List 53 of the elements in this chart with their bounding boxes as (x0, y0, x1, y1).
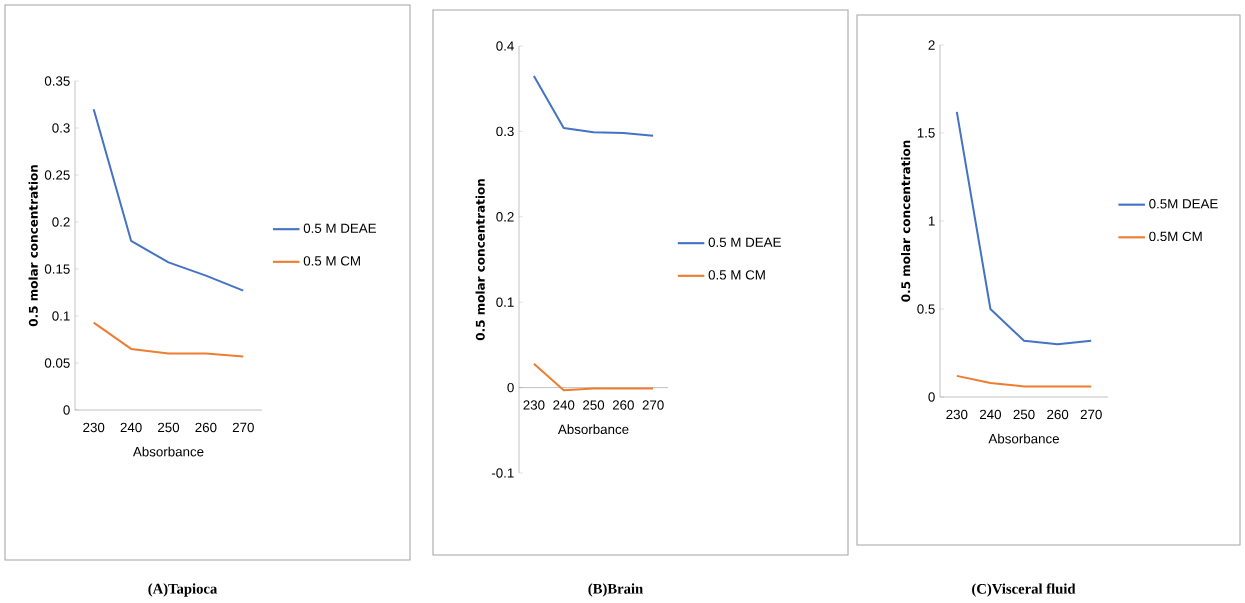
x-tick-label: 270 (642, 400, 664, 410)
y-tick-label: 0.4 (496, 41, 514, 51)
x-axis-title: Absorbance (557, 424, 629, 435)
y-tick-label: 0 (63, 405, 70, 415)
y-tick-label: 0.5 (917, 304, 935, 314)
y-tick-label: 2 (928, 40, 935, 50)
line-series (92, 108, 245, 292)
y-tick-label: 0.25 (44, 170, 70, 180)
y-tick-label: 0.3 (52, 123, 70, 133)
x-tick-label: 270 (232, 422, 254, 433)
y-tick-label: 0.35 (44, 76, 70, 86)
line-series (955, 110, 1093, 346)
x-tick-label: 250 (583, 400, 605, 410)
x-tick-label: 250 (158, 422, 180, 433)
x-tick-label: 230 (946, 409, 968, 420)
legend-label: 0.5 M CM (303, 256, 360, 266)
y-tick-label: 1 (928, 216, 935, 226)
x-tick-label: 260 (195, 422, 217, 433)
y-tick-label: 0.05 (44, 358, 70, 368)
x-tick-label: 230 (83, 422, 105, 433)
legend-label: 0.5 M CM (708, 270, 765, 280)
y-tick-label: 0 (928, 392, 935, 402)
y-tick-label: 0 (507, 382, 514, 393)
y-tick-label: 0.2 (496, 212, 514, 222)
x-tick-label: 270 (1080, 409, 1102, 420)
line-series (532, 74, 655, 137)
x-tick-label: 240 (120, 422, 142, 433)
text: (B)Brain (588, 583, 643, 597)
y-tick-label: -0.1 (491, 468, 514, 478)
y-axis-title: 0.5 molar concentration (900, 140, 911, 302)
x-tick-label: 240 (553, 400, 575, 410)
y-tick-label: 0.3 (496, 126, 514, 137)
legend-label: 0.5 M DEAE (303, 223, 376, 233)
y-axis-title: 0.5 molar concentration (475, 179, 485, 341)
x-tick-label: 260 (612, 400, 634, 410)
line-series (92, 321, 245, 358)
y-tick-label: 1.5 (917, 128, 935, 138)
legend-label: 0.5 M DEAE (708, 237, 781, 247)
x-axis-title: Absorbance (988, 433, 1059, 444)
y-tick-label: 0.2 (52, 217, 70, 227)
text: (A)Tapioca (148, 583, 218, 597)
legend-label: 0.5M CM (1149, 231, 1202, 242)
y-tick-label: 0.15 (44, 264, 70, 274)
x-tick-label: 240 (979, 409, 1002, 420)
legend-label: 0.5M DEAE (1149, 199, 1218, 209)
x-tick-label: 250 (1013, 409, 1035, 420)
x-axis-title: Absorbance (132, 446, 204, 457)
y-axis-title: 0.5 molar concentration (28, 165, 38, 327)
text: (C)Visceral fluid (972, 583, 1076, 597)
x-tick-label: 260 (1047, 409, 1069, 420)
y-tick-label: 0.1 (52, 311, 70, 321)
x-tick-label: 230 (523, 400, 545, 410)
y-tick-label: 0.1 (496, 297, 514, 307)
